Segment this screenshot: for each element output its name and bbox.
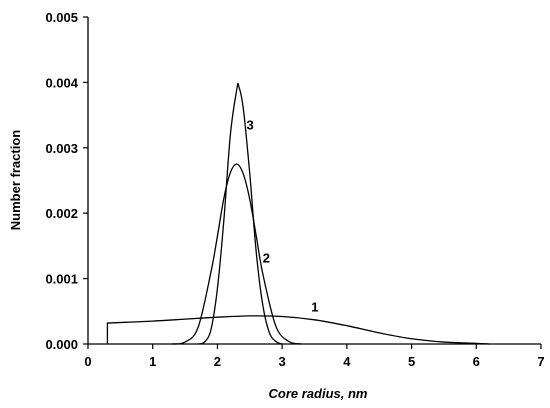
- x-axis: 0 1 2 3 4 5 6 7: [84, 343, 545, 369]
- series-3-line: [197, 82, 283, 345]
- x-tick-label: 3: [279, 354, 286, 369]
- y-tick-label: 0.004: [45, 75, 78, 90]
- x-tick-label: 1: [149, 354, 156, 369]
- y-tick-label: 0.001: [45, 272, 78, 287]
- x-tick-label: 4: [343, 354, 351, 369]
- x-tick-label: 2: [214, 354, 221, 369]
- y-axis: 0.000 0.001 0.002 0.003 0.004 0.005: [45, 10, 89, 352]
- curve-label-1: 1: [311, 299, 318, 314]
- series-2-line: [172, 163, 302, 345]
- curve-label-3: 3: [247, 117, 254, 132]
- x-tick-label: 6: [473, 354, 480, 369]
- x-tick-label: 7: [537, 354, 544, 369]
- x-tick-label: 5: [408, 354, 415, 369]
- y-tick-label: 0.005: [45, 10, 78, 25]
- series-layer: [106, 82, 490, 345]
- y-tick-label: 0.000: [45, 337, 78, 352]
- y-tick-label: 0.003: [45, 141, 78, 156]
- y-tick-label: 0.002: [45, 206, 78, 221]
- x-tick-label: 0: [84, 354, 91, 369]
- y-axis-title: Number fraction: [8, 130, 23, 230]
- curve-label-2: 2: [263, 250, 270, 265]
- curve-labels: 1 2 3: [247, 117, 319, 314]
- series-1-line: [106, 315, 490, 345]
- x-axis-title: Core radius, nm: [269, 386, 368, 401]
